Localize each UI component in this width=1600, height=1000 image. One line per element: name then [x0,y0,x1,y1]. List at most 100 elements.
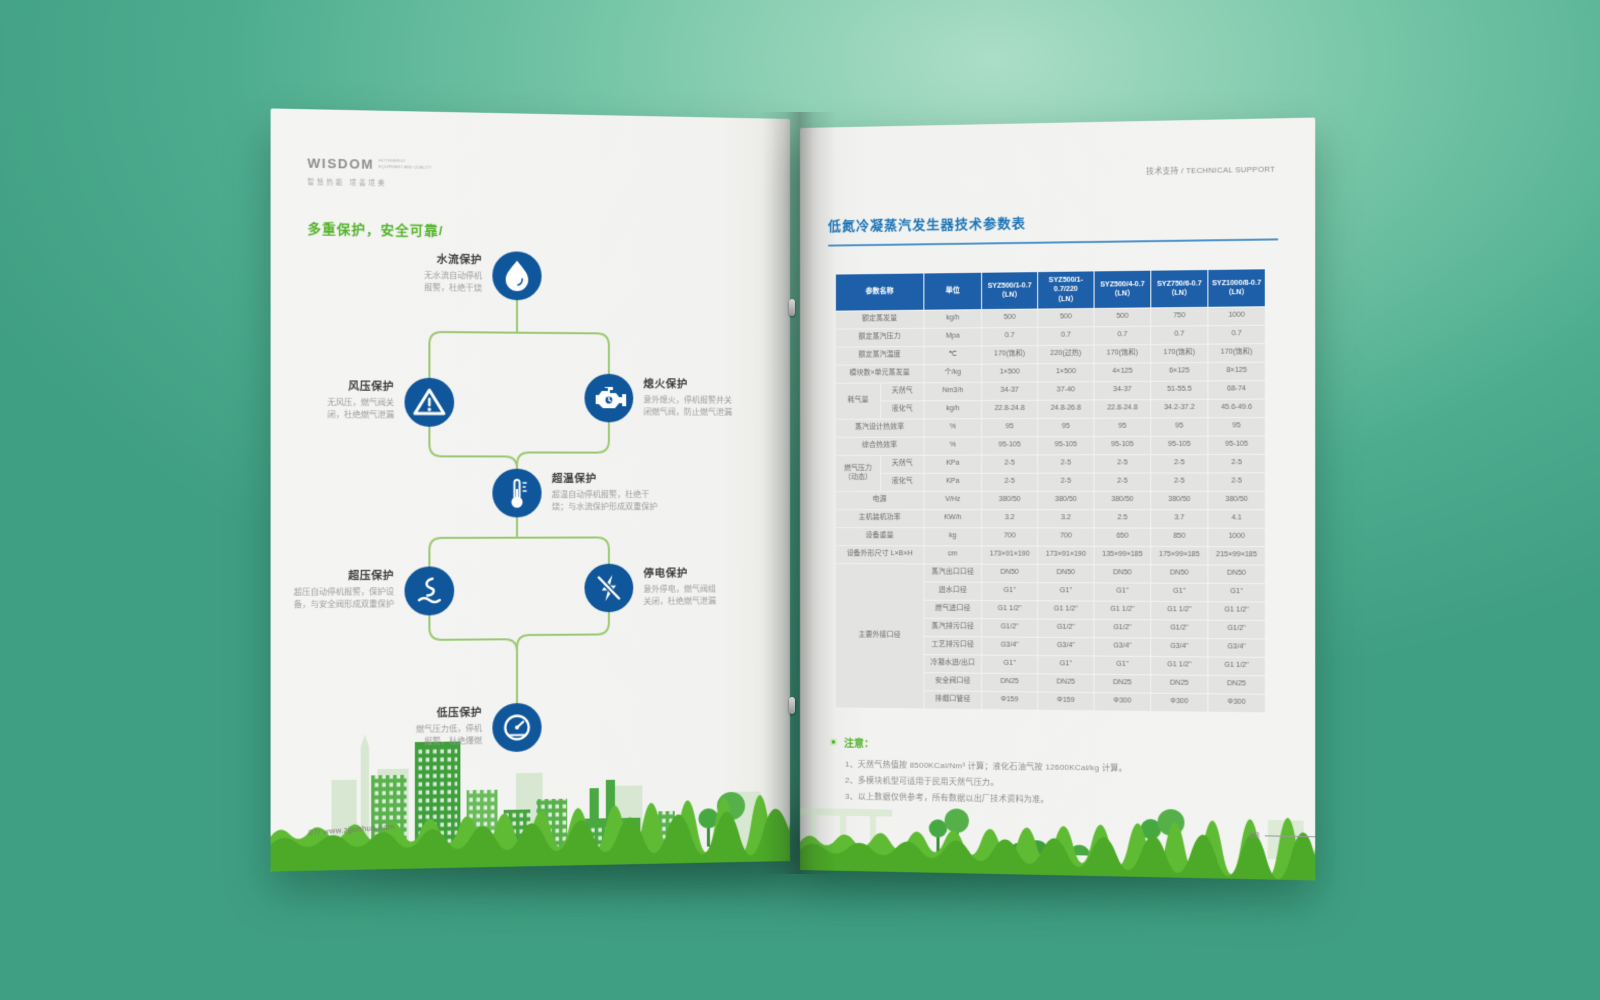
spec-cell: G1/2" [1094,619,1151,638]
spec-cell: 个/kg [924,364,982,383]
spec-cell: 耗气量 [835,383,881,419]
spec-cell: G1 1/2" [1151,601,1208,620]
spec-cell: 95-105 [1151,436,1208,455]
water-drop-icon [492,251,542,301]
node-desc: 无水流自动停机 报警，杜绝干烧 [424,270,483,294]
spec-cell: 173×91×190 [982,546,1038,564]
spec-cell: 液化气 [881,401,924,419]
spec-cell: 750 [1151,307,1208,326]
spec-cell: 22.8-24.8 [1094,400,1151,418]
spec-table-body: 额定蒸发量 kg/h 500 500 500 750 1000 额定蒸汽压力 Mpa 0.7 0.7… [835,307,1265,713]
spec-cell: 天然气 [881,455,924,473]
node-desc: 超压自动停机报警，保护设 备，与安全阀形成双重保护 [293,587,395,610]
title-underline [827,238,1279,247]
brand-tagline-cn: 智慧热能 境善境美 [307,179,388,188]
spec-cell: DN25 [1208,675,1265,694]
spec-cell: 1×500 [1038,363,1094,382]
spec-cell: Φ300 [1208,694,1265,713]
node-title: 熄火保护 [643,378,688,391]
spec-cell: kg/h [924,310,982,328]
spec-cell: 模块数×单元蒸发量 [835,365,924,383]
spec-cell: 2-5 [982,473,1038,491]
spec-cell: 2-5 [982,455,1038,473]
spec-cell: 1×500 [982,364,1038,382]
protection-node-wind-pressure: 风压保护 无风压，燃气阀关 闭，杜绝燃气泄漏 [327,378,394,422]
spec-cell: % [924,437,982,455]
spec-cell: 燃气进口径 [924,600,982,619]
protection-node-over-temperature: 超温保护 超温自动停机报警，杜绝干 烧；与水流保护形成双重保护 [552,471,658,514]
spec-cell: G1 1/2" [1094,601,1151,620]
spec-cell: 380/50 [1208,491,1265,510]
spec-cell: kg/h [924,401,982,419]
spec-cell: 700 [982,528,1038,546]
node-title: 低压保护 [436,706,483,720]
spec-cell: DN25 [1094,674,1151,693]
spec-cell: G1 1/2" [1038,601,1094,619]
spec-cell: G1" [982,655,1038,674]
spec-cell: 蒸汽排污口径 [924,618,982,637]
brand-name: WISDOM [307,155,375,172]
spec-cell: G1/2" [982,619,1038,637]
spec-cell: G1 1/2" [1151,656,1208,675]
spec-cell: 850 [1151,528,1208,547]
spec-cell: DN25 [1151,675,1208,694]
spec-cell: G1" [982,582,1038,601]
spec-cell: DN50 [1038,564,1094,583]
spec-cell: 4.1 [1208,510,1265,528]
spec-cell: 0.7 [982,327,1038,346]
spec-cell: 2-5 [1151,455,1208,473]
spec-cell: 4×125 [1094,363,1151,382]
node-title: 停电保护 [643,567,688,580]
spec-cell: DN25 [1038,674,1094,693]
spec-cell: G1/2" [1208,620,1265,639]
spec-cell: 工艺排污口径 [924,636,982,655]
protection-node-over-pressure: 超压保护 超压自动停机报警，保护设 备，与安全阀形成双重保护 [294,568,394,612]
spec-cell: 主机装机功率 [835,510,924,528]
spec-cell: 0.7 [1038,327,1094,346]
spec-cell: 安全阀口径 [924,673,982,691]
spec-cell: DN25 [982,673,1038,692]
spec-cell: 综合热效率 [835,437,924,455]
spec-cell: % [924,419,982,437]
engine-icon [584,373,634,423]
spec-cell: 175×99×185 [1151,546,1208,565]
node-desc: 超温自动停机报警，杜绝干 烧；与水流保护形成双重保护 [551,490,658,512]
spec-cell: 95 [1208,417,1265,436]
brand-tagline-en: HOT ENERGY EQUIPMENT AND QUALITY [378,157,432,170]
spec-cell: 2-5 [1038,473,1094,491]
pressure-steam-icon [404,566,455,616]
spec-cell: G3/4" [1208,639,1265,657]
spec-cell: G3/4" [982,637,1038,655]
notes-list: 1、天然气热值按 8500KCal/Nm³ 计算；液化石油气按 12600KCa… [830,756,1127,809]
spec-cell: 1000 [1208,528,1265,547]
spec-cell: G1" [1151,583,1208,602]
spec-cell: 500 [982,309,1038,328]
spec-cell: 95 [982,418,1038,437]
spec-cell: cm [924,546,982,564]
spec-cell: ℃ [924,346,982,365]
spec-cell: kg [924,528,982,546]
spec-cell: 500 [1038,308,1094,327]
node-desc: 无风压，燃气阀关 闭，杜绝燃气泄漏 [327,397,395,420]
spec-cell: 液化气 [881,473,924,491]
spec-cell: 设备外形尺寸 L×B×H [835,546,924,564]
spec-table: 参数名称 单位 SYZ500/1-0.7 （LN） SYZ500/1-0.7/220 … [835,268,1266,713]
thermometer-icon [492,468,542,518]
gauge-icon [492,702,542,753]
spec-cell: G3/4" [1151,638,1208,657]
spec-header-cell: 参数名称 [835,273,924,311]
spec-cell: 2.5 [1094,510,1151,528]
spec-cell: 2-5 [1094,455,1151,473]
page-number-rule [1264,834,1316,837]
spec-header-cell: SYZ1000/8-0.7 （LN） [1208,269,1265,307]
spec-cell: 蒸汽出口口径 [924,564,982,582]
spec-cell: Φ159 [1038,692,1094,711]
spec-cell: G1" [1094,583,1151,601]
spec-cell: 燃气压力 （动态） [835,455,881,491]
node-desc: 燃气压力低，停机 报警，杜绝爆燃 [415,723,483,747]
spec-cell: KPa [924,455,982,473]
spec-cell: 68-74 [1208,381,1265,399]
warning-triangle-icon [404,377,455,427]
spec-cell: 额定蒸汽温度 [835,346,924,365]
